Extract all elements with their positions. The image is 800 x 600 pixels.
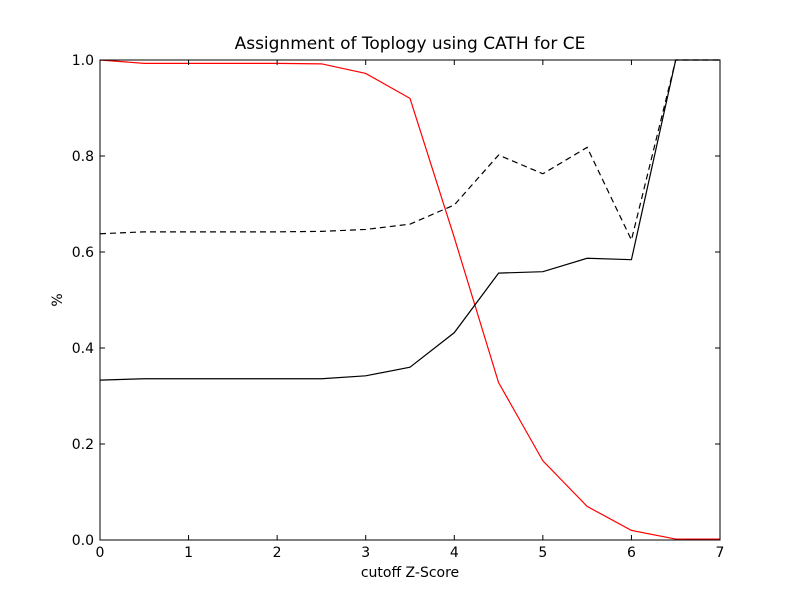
x-tick-label: 3	[361, 545, 370, 561]
x-tick-label: 1	[184, 545, 193, 561]
plot-series-group	[99, 59, 720, 540]
chart-title: Assignment of Toplogy using CATH for CE	[235, 34, 586, 54]
y-tick-label: 0.2	[72, 437, 94, 453]
y-axis: 0.0 0.2 0.4 0.6 0.8 1.0	[72, 53, 720, 549]
y-tick-label: 0.8	[72, 149, 94, 165]
y-axis-label: %	[50, 293, 66, 306]
x-tick-label: 4	[450, 545, 459, 561]
plot-frame	[99, 59, 721, 541]
series-line-2	[99, 59, 720, 381]
series-line-0	[99, 59, 720, 540]
x-tick-label: 7	[716, 545, 725, 561]
x-tick-label: 6	[627, 545, 636, 561]
y-tick-label: 1.0	[72, 53, 94, 69]
y-tick-label: 0.0	[72, 533, 94, 549]
series-line-1	[99, 59, 720, 242]
y-tick-label: 0.4	[72, 341, 94, 357]
x-axis-label: cutoff Z-Score	[361, 565, 459, 581]
x-tick-label: 0	[96, 545, 105, 561]
x-tick-label: 2	[273, 545, 282, 561]
x-tick-label: 5	[538, 545, 547, 561]
x-axis: 0 1 2 3 4 5 6 7	[96, 60, 725, 561]
y-tick-label: 0.6	[72, 245, 94, 261]
